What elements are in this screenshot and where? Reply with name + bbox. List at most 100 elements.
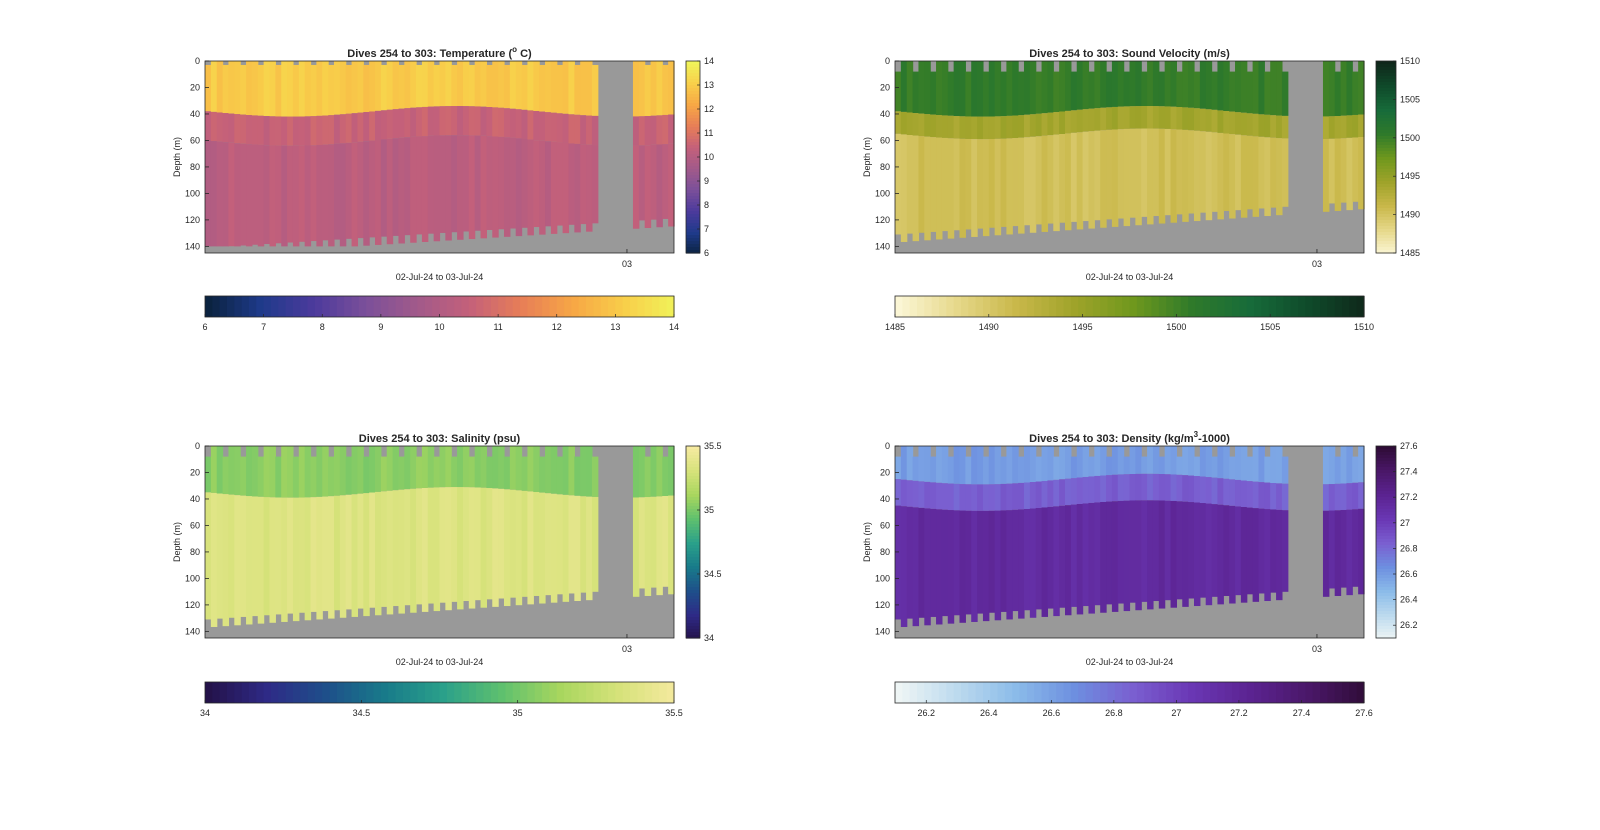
colorbar-swatch [1376,473,1396,477]
heatmap-cell [591,145,599,224]
heatmap-cells [895,446,1365,627]
heatmap-cell [375,61,382,111]
heatmap-cell [1094,446,1101,476]
heatmap-cell [433,135,441,242]
heatmap-cell [545,446,552,494]
heatmap-cell [1129,106,1136,129]
colorbar-swatch [1376,554,1396,558]
y-tick-label: 140 [185,626,200,636]
heatmap-cell [1123,456,1131,475]
colorbar-swatch [686,467,700,471]
heatmap-cell [228,113,235,143]
colorbar-swatch [380,296,389,317]
heatmap-cell [1023,61,1031,115]
heatmap-cell [480,61,487,107]
heatmap-cell [375,446,382,492]
colorbar-swatch [1376,527,1396,531]
heatmap-cell [1023,482,1031,509]
colorbar-swatch [637,296,646,317]
heatmap-cell [941,446,949,484]
colorbar-swatch [1092,296,1101,317]
colorbar-swatch [686,581,700,585]
heatmap-cell [404,446,411,490]
heatmap-cell [1059,446,1066,480]
heatmap-cell [222,64,230,114]
heatmap-cell [1012,446,1019,484]
colorbar-swatch [1151,296,1160,317]
colorbar-swatch [1070,682,1079,703]
colorbar-swatch [686,67,700,71]
heatmap-cell [1047,112,1054,136]
heatmap-cell [1123,106,1131,129]
heatmap-cell [1018,456,1025,483]
heatmap-cell [228,61,235,114]
colorbar-swatch [1144,296,1153,317]
heatmap-cell [251,144,259,245]
y-tick-label: 120 [185,215,200,225]
heatmap-cell [632,116,640,146]
colorbar-swatch [1376,61,1396,65]
colorbar-swatch [1376,539,1396,543]
heatmap-cell [1334,510,1342,596]
heatmap-cell [333,495,341,611]
colorbar-swatch [446,682,455,703]
bottom-colorbar: 1485 1490 1495 1500 1505 1510 [885,295,1374,332]
colorbar-swatch [1158,296,1167,317]
heatmap-cell [351,61,359,114]
colorbar-swatch [686,172,700,176]
heatmap-cell [515,138,523,237]
heatmap-cell [982,456,990,485]
colorbar-tick-label: 34 [200,708,210,718]
colorbar-swatch [686,100,700,104]
colorbar-swatch [924,296,933,317]
heatmap-cell [1018,509,1025,619]
heatmap-cell [457,135,464,240]
heatmap-cell [1258,508,1265,594]
heatmap-cell [1358,508,1365,595]
y-axis-ticks: 0 20 40 60 80 100 120 140 [185,56,209,251]
heatmap-cell [1346,446,1353,484]
heatmap-cell [328,144,335,247]
colorbar-swatch [1114,296,1123,317]
heatmap-cell [380,64,388,111]
heatmap-cell [445,61,452,107]
heatmap-cell [404,489,411,606]
heatmap-cell [263,446,271,498]
heatmap-cell [1217,132,1224,220]
colorbar-swatch [483,296,492,317]
colorbar-swatch [402,296,411,317]
heatmap-cell [521,109,529,139]
colorbar-swatch [1376,109,1396,113]
heatmap-cell [580,446,587,497]
colorbar-swatch [1376,148,1396,152]
heatmap-cell [930,137,937,232]
colorbar-swatch [975,296,984,317]
plot-frame [894,445,1365,639]
heatmap-cell [445,487,452,611]
colorbar-swatch [686,617,700,621]
heatmap-cell [515,446,523,491]
heatmap-cell [1041,113,1049,136]
heatmap-cell [1281,456,1289,484]
heatmap-cell [930,482,937,509]
heatmap-cell [1193,476,1201,503]
heatmap-cell [1012,509,1019,612]
colorbar-swatch [1376,163,1396,167]
heatmap-cell [539,492,546,604]
heatmap-cell [1352,456,1359,483]
colorbar-swatch [1356,682,1365,703]
colorbar-swatch [686,563,700,567]
colorbar-swatch [1376,100,1396,104]
heatmap-cell [900,479,908,507]
heatmap-cell [562,142,570,234]
colorbar-tick-label: 6 [202,322,207,332]
heatmap-cell [912,507,920,627]
chart-title: Dives 254 to 303: Sound Velocity (m/s) [1029,48,1230,60]
colorbar-frame [1375,445,1397,639]
heatmap-cell [662,495,669,587]
colorbar-swatch [686,106,700,110]
heatmap-cell [222,113,230,143]
heatmap-cell [1352,509,1359,587]
heatmap-cell [345,494,353,610]
colorbar-swatch [686,602,700,606]
